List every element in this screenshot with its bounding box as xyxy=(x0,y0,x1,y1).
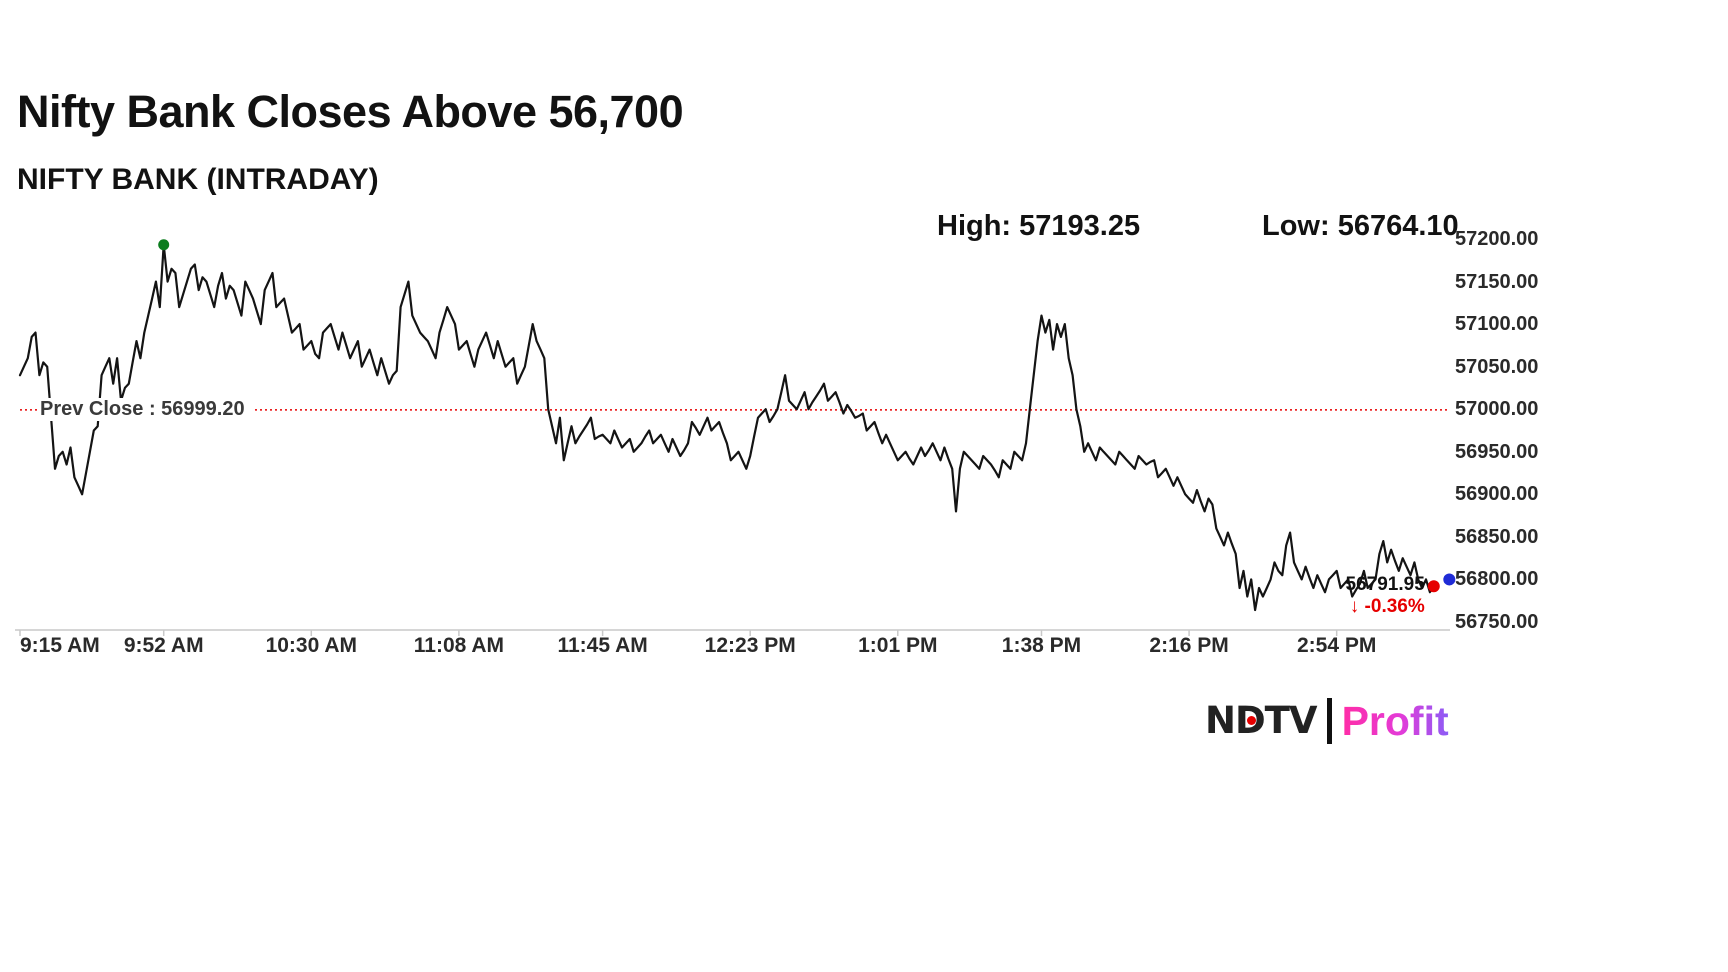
ndtv-red-dot-icon xyxy=(1247,716,1256,725)
last-price-label: 56791.95 xyxy=(1345,574,1425,596)
price-line xyxy=(18,243,1435,612)
x-tick-label: 9:15 AM xyxy=(20,634,100,657)
y-tick-label: 57100.00 xyxy=(1455,313,1539,336)
x-tick-label: 11:45 AM xyxy=(557,634,648,657)
change-percent-label: ↓ -0.36% xyxy=(1349,596,1425,618)
y-tick-label: 57000.00 xyxy=(1455,398,1539,421)
x-tick-label: 2:16 PM xyxy=(1149,634,1229,657)
x-tick-label: 9:52 AM xyxy=(123,634,204,657)
y-tick-label: 56750.00 xyxy=(1455,611,1539,633)
last-tick-dot xyxy=(1443,573,1456,586)
day-high-dot xyxy=(158,239,170,251)
x-tick-label: 10:30 AM xyxy=(265,634,358,657)
headline: Nifty Bank Closes Above 56,700 xyxy=(17,86,684,137)
prev-close-label: Prev Close : 56999.20 xyxy=(38,398,253,421)
y-tick-label: 56900.00 xyxy=(1455,483,1539,506)
day-low-label: Low: 56764.10 xyxy=(1262,210,1459,242)
ndtv-wordmark: NDTV xyxy=(1205,699,1318,742)
logo-divider xyxy=(1326,698,1332,744)
y-tick-label: 57050.00 xyxy=(1455,355,1539,378)
y-tick-label: 57150.00 xyxy=(1455,270,1539,293)
y-tick-label: 56950.00 xyxy=(1455,440,1539,463)
x-tick-label: 12:23 PM xyxy=(704,634,796,657)
day-high-label: High: 57193.25 xyxy=(937,210,1141,242)
x-tick-label: 2:54 PM xyxy=(1296,634,1377,657)
close-price-dot xyxy=(1427,580,1440,593)
y-tick-label: 57200.00 xyxy=(1455,228,1539,250)
x-tick-label: 1:01 PM xyxy=(858,634,938,657)
ndtv-profit-logo: NDTV Profit xyxy=(1205,696,1449,746)
profit-logo-text: Profit xyxy=(1341,698,1449,744)
x-tick-label: 1:38 PM xyxy=(1001,634,1082,657)
x-tick-label: 11:08 AM xyxy=(413,634,505,657)
y-tick-label: 56800.00 xyxy=(1455,568,1539,591)
y-tick-label: 56850.00 xyxy=(1455,525,1539,548)
chart-title: NIFTY BANK (INTRADAY) xyxy=(17,163,379,196)
ndtv-logo-text: NDTV xyxy=(1205,696,1318,746)
